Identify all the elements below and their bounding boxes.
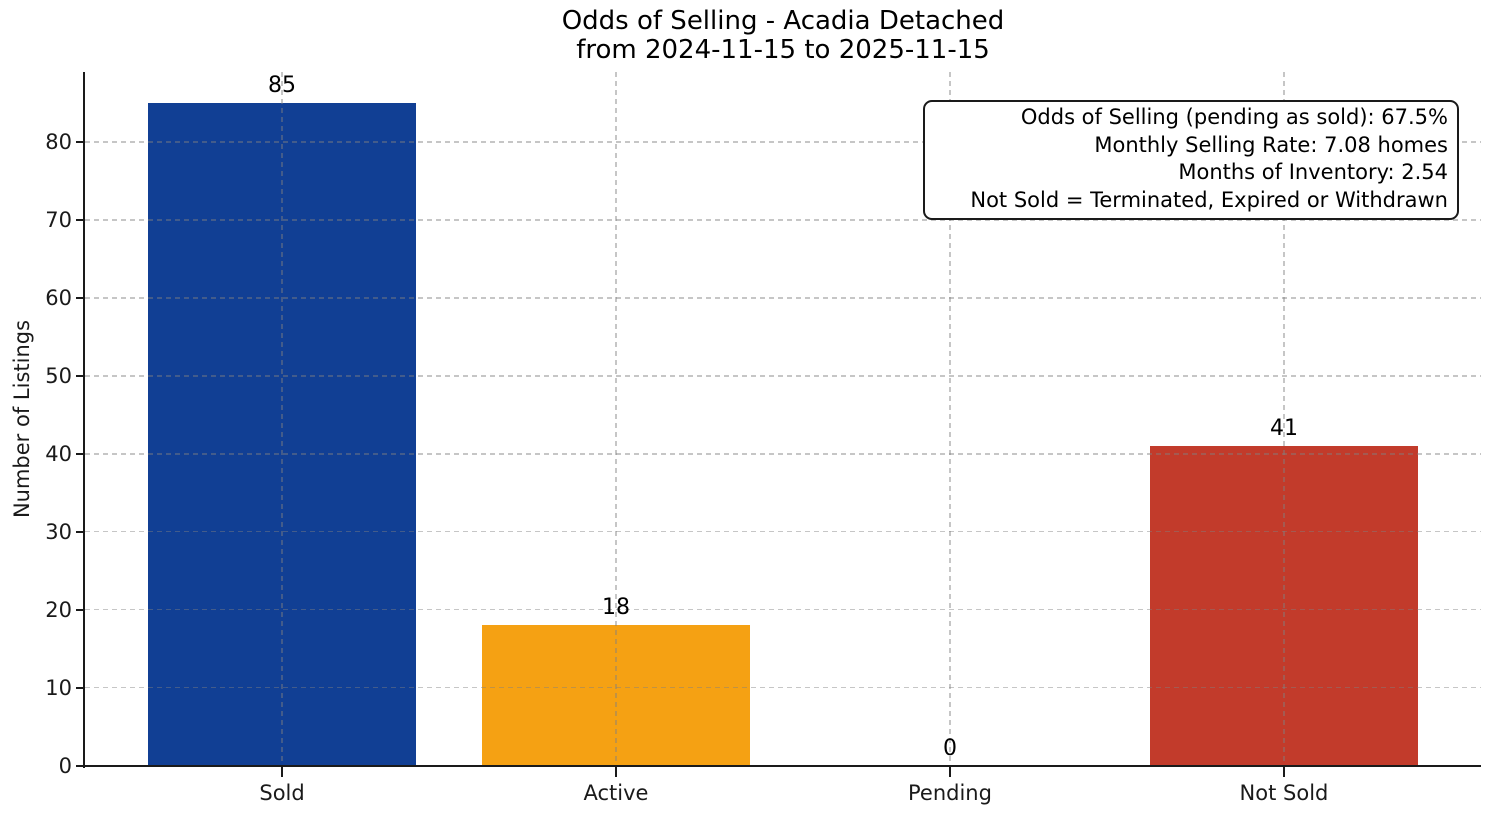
y-axis-spine <box>83 72 85 768</box>
annotation-line-odds: Odds of Selling (pending as sold): 67.5% <box>1020 105 1448 129</box>
stats-annotation-box: Odds of Selling (pending as sold): 67.5%… <box>923 100 1459 220</box>
gridline-horizontal <box>85 375 1481 377</box>
chart-subtitle: from 2024-11-15 to 2025-11-15 <box>576 34 990 65</box>
gridline-horizontal <box>85 453 1481 455</box>
x-tick-mark <box>281 766 284 777</box>
y-tick-label: 80 <box>45 130 72 155</box>
annotation-line-rate: Monthly Selling Rate: 7.08 homes <box>1094 132 1448 157</box>
y-tick-label: 0 <box>58 753 72 778</box>
bar-value-label-pending: 0 <box>942 735 957 761</box>
gridline-vertical <box>949 72 951 766</box>
x-tick-label-not-sold: Not Sold <box>1239 780 1329 805</box>
y-tick-mark <box>76 296 85 299</box>
gridline-vertical <box>281 72 283 766</box>
bar-value-label-sold: 85 <box>268 73 297 99</box>
gridline-horizontal <box>85 141 1481 143</box>
y-tick-label: 70 <box>45 208 72 233</box>
annotation-line-notsold-def: Not Sold = Terminated, Expired or Withdr… <box>970 187 1448 212</box>
gridline-horizontal <box>85 219 1481 221</box>
gridline-horizontal <box>85 608 1481 611</box>
y-tick-mark <box>76 374 85 377</box>
x-tick-label-active: Active <box>583 780 649 805</box>
y-tick-mark <box>76 219 85 222</box>
y-tick-mark <box>76 141 85 144</box>
bar-value-label-active: 18 <box>602 595 630 621</box>
chart-title: Odds of Selling - Acadia Detached <box>561 6 1005 36</box>
gridline-vertical <box>615 72 617 766</box>
y-tick-label: 60 <box>45 285 72 310</box>
y-tick-mark <box>76 530 85 533</box>
y-tick-label: 40 <box>45 441 72 466</box>
gridline-horizontal <box>85 530 1481 533</box>
y-tick-label: 10 <box>45 675 72 700</box>
x-tick-mark <box>948 766 951 777</box>
gridline-vertical <box>1283 72 1285 766</box>
y-tick-label: 50 <box>45 363 72 388</box>
x-axis-spine <box>83 764 1481 767</box>
bar-sold <box>148 103 416 766</box>
x-tick-label-pending: Pending <box>908 780 992 805</box>
x-tick-mark <box>1282 766 1285 777</box>
y-tick-mark <box>76 764 85 767</box>
gridline-horizontal <box>85 297 1481 299</box>
bar-active <box>482 625 750 766</box>
y-tick-mark <box>76 608 85 611</box>
bar-not-sold <box>1150 446 1418 766</box>
chart-title-block: Odds of Selling - Acadia Detached from 2… <box>85 7 1481 64</box>
x-tick-label-sold: Sold <box>259 780 305 805</box>
y-tick-mark <box>76 686 85 689</box>
y-tick-label: 20 <box>45 597 72 622</box>
y-tick-label: 30 <box>45 519 72 544</box>
annotation-line-inventory: Months of Inventory: 2.54 <box>1178 160 1448 184</box>
gridline-horizontal <box>85 686 1481 689</box>
bar-value-label-not-sold: 41 <box>1269 416 1298 442</box>
x-tick-mark <box>615 766 617 777</box>
y-tick-mark <box>76 452 85 455</box>
